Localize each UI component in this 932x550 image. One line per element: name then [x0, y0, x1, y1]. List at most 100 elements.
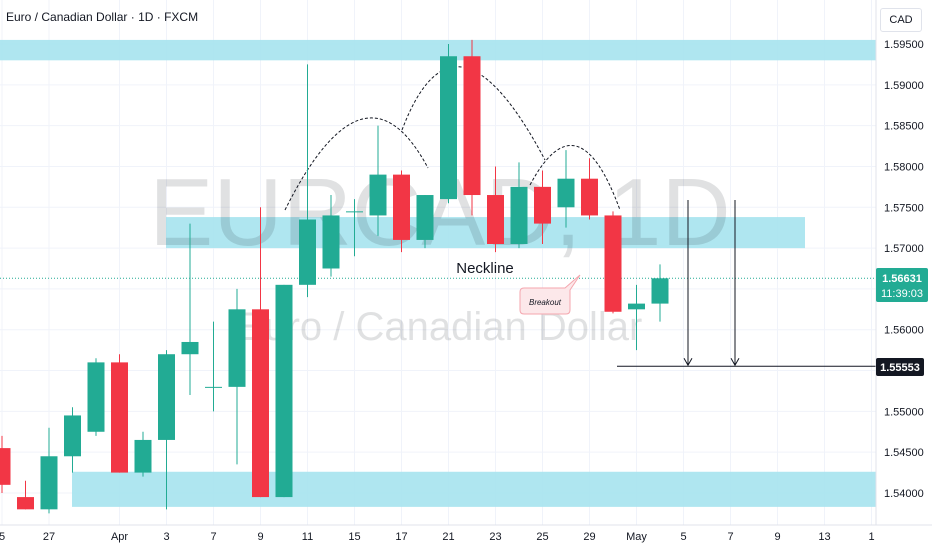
candle [604, 211, 622, 314]
pattern-arc-0 [284, 117, 429, 211]
candle-body [534, 186, 551, 224]
candle [205, 321, 222, 412]
candle-body [0, 448, 11, 485]
zone-2 [72, 471, 876, 507]
candle [228, 288, 246, 465]
breakout-bubble [519, 274, 581, 315]
candle [134, 431, 152, 477]
candle-body [557, 178, 575, 208]
candle-body [275, 284, 293, 498]
candle-body [604, 215, 622, 312]
candle [557, 150, 575, 228]
y-tick-label: 1.57500 [884, 202, 924, 214]
candle [416, 195, 434, 249]
candle-body [581, 178, 598, 216]
candle [17, 480, 34, 510]
x-tick-label: 9 [257, 531, 263, 543]
x-tick-label: 5 [680, 531, 686, 543]
candle-body [181, 341, 199, 355]
neckline-annotation: Neckline [456, 260, 514, 277]
candle-body [158, 354, 175, 440]
neckline-label: Neckline [456, 260, 514, 277]
measure-arrow-head-0 [683, 357, 693, 367]
x-tick-label: Apr [111, 531, 128, 543]
y-tick-label: 1.54500 [884, 447, 924, 459]
candle [111, 354, 128, 473]
candle [87, 358, 105, 436]
candle [158, 350, 175, 510]
candle-body [393, 174, 410, 240]
candle [275, 284, 293, 498]
y-tick-label: 1.58000 [884, 161, 924, 173]
candle [534, 170, 551, 245]
x-tick-label: 5 [0, 531, 5, 543]
y-tick-label: 1.59500 [884, 39, 924, 51]
candle-body [322, 215, 340, 269]
candle [64, 407, 81, 473]
chart-title: Euro / Canadian Dollar · 1D · FXCM [6, 10, 199, 24]
x-tick-label: 11 [302, 531, 313, 543]
candle [393, 170, 410, 253]
target-price-tag-bg [876, 358, 924, 376]
candles [0, 39, 669, 514]
candle [369, 125, 387, 236]
candle-body [299, 219, 316, 285]
y-tick-label: 1.58500 [884, 121, 924, 133]
candle [628, 284, 645, 351]
candle-body [487, 195, 504, 245]
x-tick-label: 7 [210, 531, 216, 543]
x-tick-label: 1 [868, 531, 874, 543]
candle-body [111, 362, 128, 473]
candle [299, 64, 316, 298]
breakout-label: Breakout [529, 298, 562, 307]
candle-body [369, 174, 387, 216]
candle [581, 158, 598, 220]
projection-lines [617, 200, 876, 367]
candle-body [440, 56, 457, 200]
x-tick-label: 27 [43, 531, 55, 543]
y-tick-label: 1.59000 [884, 80, 924, 92]
candle [510, 162, 528, 249]
price-axis[interactable]: 1.59500 1.59000 1.58500 1.58000 1.57500 1.570… [875, 0, 932, 525]
candle-body [510, 186, 528, 245]
currency-selector[interactable]: CAD [880, 8, 922, 32]
pattern-arc-2 [529, 145, 621, 211]
candle-body [628, 303, 645, 310]
candle [487, 166, 504, 253]
candle [0, 435, 11, 493]
measure-arrow-head-1 [730, 357, 740, 367]
x-tick-label: 29 [583, 531, 595, 543]
candle [322, 195, 340, 277]
candle-body [416, 195, 434, 240]
price-axis-bg [876, 0, 932, 525]
time-axis[interactable]: 5 27 Apr 3 7 9 11 15 17 21 23 25 29 May 5 7 9 13 1 [0, 524, 932, 543]
x-tick-label: 9 [774, 531, 780, 543]
breakout-callout[interactable]: Breakout [519, 274, 581, 315]
x-tick-label: 25 [536, 531, 548, 543]
candle-body [87, 362, 105, 432]
last-price-tag: 1.56631 11:39:03 [876, 268, 928, 302]
x-tick-label: 3 [163, 531, 169, 543]
candle [463, 39, 481, 216]
last-price-value: 1.56631 [882, 273, 922, 285]
y-tick-label: 1.56000 [884, 325, 924, 337]
zone-1 [166, 217, 805, 249]
watermark-name: Euro / Canadian Dollar [238, 305, 643, 349]
candle [181, 223, 199, 396]
last-price-tag-bg [876, 268, 928, 302]
x-tick-label: 7 [727, 531, 733, 543]
target-price-tag: 1.55553 [876, 358, 924, 376]
x-tick-label: 13 [818, 531, 830, 543]
candle-body [134, 439, 152, 473]
countdown-value: 11:39:03 [881, 288, 923, 300]
candle-body [463, 56, 481, 196]
x-tick-label: May [626, 531, 647, 543]
x-tick-label: 17 [395, 531, 407, 543]
candle-body [64, 415, 81, 457]
zone-0 [0, 39, 876, 61]
x-tick-label: 23 [489, 531, 501, 543]
candle [346, 199, 363, 257]
candle-body [346, 211, 363, 213]
candle-body [40, 456, 58, 510]
